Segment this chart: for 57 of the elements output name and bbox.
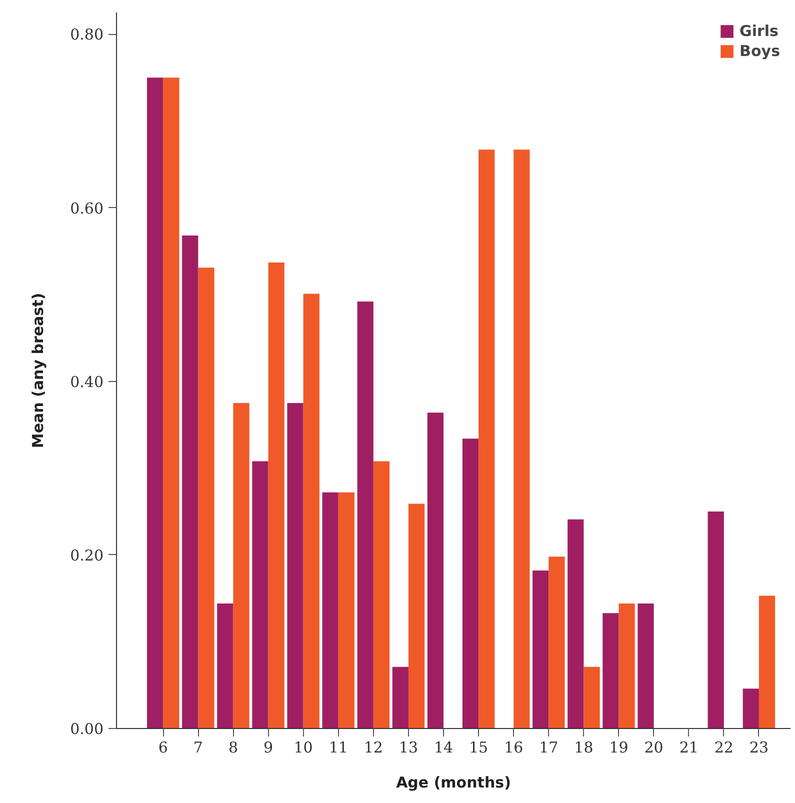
- bar: [548, 556, 565, 728]
- bar: [217, 604, 234, 728]
- x-tick-label: 23: [749, 738, 769, 756]
- bar: [146, 78, 164, 728]
- bar: [408, 504, 425, 728]
- bar: [357, 302, 374, 728]
- y-tick-label: 0.60: [70, 199, 104, 218]
- x-tick-label: 12: [364, 738, 383, 756]
- legend-label: Boys: [740, 42, 780, 60]
- x-tick-label: 18: [574, 738, 594, 756]
- bar: [427, 412, 444, 728]
- bar: [322, 492, 338, 728]
- x-tick-label: 16: [504, 738, 524, 756]
- x-tick-label: 13: [398, 738, 418, 756]
- bar: [163, 78, 180, 728]
- bar: [708, 512, 724, 728]
- bar: [392, 666, 408, 728]
- x-tick-label: 15: [469, 738, 488, 756]
- bar: [198, 268, 214, 728]
- x-tick-label: 20: [644, 738, 664, 756]
- bar: [742, 688, 759, 728]
- x-tick-label: 21: [679, 738, 698, 756]
- bar: [462, 438, 479, 728]
- bar: [532, 570, 549, 728]
- x-tick-label: 14: [434, 738, 454, 756]
- y-tick-label: 0.20: [70, 546, 104, 564]
- x-tick-label: 6: [158, 738, 168, 756]
- bar: [373, 461, 390, 728]
- bar: [638, 604, 654, 728]
- x-tick-label: 17: [539, 738, 558, 756]
- bar: [618, 604, 635, 728]
- bar: [514, 150, 530, 728]
- y-tick-label: 0.00: [70, 720, 104, 738]
- bar: [602, 613, 619, 728]
- x-tick-label: 9: [263, 738, 274, 756]
- y-axis-title: Mean (any breast): [29, 292, 48, 448]
- x-tick-label: 8: [228, 738, 238, 756]
- bar: [758, 596, 776, 728]
- x-tick-label: 7: [193, 738, 203, 756]
- bar: [287, 403, 304, 728]
- x-tick-label: 10: [294, 738, 313, 756]
- bar: [252, 461, 268, 728]
- bar: [182, 236, 198, 728]
- y-tick-label: 0.40: [70, 372, 104, 391]
- x-tick-label: 11: [328, 738, 348, 756]
- y-tick-label: 0.80: [70, 26, 104, 44]
- x-tick-label: 22: [714, 738, 734, 756]
- bar: [584, 666, 600, 728]
- bar: [478, 150, 495, 728]
- bar: [233, 403, 250, 728]
- legend-label: Girls: [740, 22, 778, 40]
- bar: [568, 519, 584, 728]
- x-tick-label: 19: [609, 738, 628, 756]
- bar: [268, 262, 284, 728]
- bar: [303, 294, 320, 728]
- x-axis-title: Age (months): [396, 774, 511, 792]
- bar: [338, 492, 354, 728]
